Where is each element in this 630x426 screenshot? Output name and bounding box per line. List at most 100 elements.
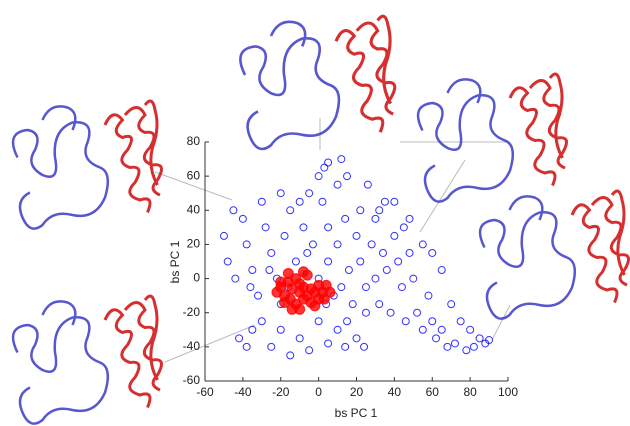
x-axis-label: bs PC 1 xyxy=(335,406,378,420)
point xyxy=(382,266,391,275)
point xyxy=(352,334,361,343)
point xyxy=(295,197,304,206)
connector xyxy=(491,304,511,341)
y-tick-label: -20 xyxy=(183,305,201,319)
point xyxy=(286,351,295,360)
point xyxy=(238,214,247,223)
point xyxy=(456,317,465,326)
x-tick-label: 60 xyxy=(426,385,440,399)
point xyxy=(248,325,257,334)
point xyxy=(363,180,372,189)
point xyxy=(405,248,414,257)
point xyxy=(223,257,232,266)
point xyxy=(397,283,406,292)
point xyxy=(386,308,395,317)
point xyxy=(267,248,276,257)
point xyxy=(352,231,361,240)
point xyxy=(299,223,308,232)
x-tick-label: -20 xyxy=(272,385,290,399)
point xyxy=(303,248,312,257)
point xyxy=(485,336,494,345)
y-tick-label: 80 xyxy=(187,134,201,148)
point xyxy=(361,283,370,292)
point xyxy=(390,231,399,240)
x-tick-label: 100 xyxy=(498,385,518,399)
point xyxy=(242,342,251,351)
point xyxy=(275,276,287,288)
point xyxy=(305,189,314,198)
point xyxy=(257,197,266,206)
point xyxy=(229,206,238,215)
point xyxy=(286,206,295,215)
structure xyxy=(478,189,630,321)
point xyxy=(375,300,384,309)
point xyxy=(271,286,283,298)
point xyxy=(324,223,333,232)
point xyxy=(341,214,350,223)
y-tick-label: -40 xyxy=(183,339,201,353)
point xyxy=(418,240,427,249)
point xyxy=(356,257,365,266)
point xyxy=(371,214,380,223)
point xyxy=(308,240,317,249)
connector xyxy=(154,171,233,201)
point xyxy=(261,223,270,232)
point xyxy=(447,300,456,309)
point xyxy=(375,206,384,215)
point xyxy=(297,266,309,278)
point xyxy=(443,342,452,351)
x-tick-label: 20 xyxy=(350,385,364,399)
y-tick-label: 60 xyxy=(187,168,201,182)
point xyxy=(337,155,346,164)
y-axis-label: bs PC 1 xyxy=(168,240,182,283)
point xyxy=(337,283,346,292)
point xyxy=(379,248,388,257)
connector xyxy=(419,159,466,233)
point xyxy=(380,197,389,206)
x-tick-label: -40 xyxy=(234,385,252,399)
point xyxy=(341,342,350,351)
x-tick-label: 80 xyxy=(463,385,477,399)
point xyxy=(367,240,376,249)
point xyxy=(371,274,380,283)
point xyxy=(295,334,304,343)
point xyxy=(235,334,244,343)
structure xyxy=(238,14,397,151)
point xyxy=(462,346,471,355)
point xyxy=(469,342,478,351)
point xyxy=(356,206,365,215)
point xyxy=(401,317,410,326)
point xyxy=(466,325,475,334)
point xyxy=(280,231,289,240)
point xyxy=(333,180,342,189)
point xyxy=(390,197,399,206)
point xyxy=(231,274,240,283)
point xyxy=(265,266,274,275)
point xyxy=(309,300,321,312)
point xyxy=(324,257,333,266)
structure xyxy=(11,294,163,426)
point xyxy=(267,342,276,351)
point xyxy=(475,334,484,343)
point xyxy=(320,163,329,172)
point xyxy=(254,291,263,300)
point xyxy=(333,240,342,249)
point xyxy=(343,172,352,181)
point xyxy=(276,189,285,198)
point xyxy=(361,308,370,317)
point xyxy=(428,248,437,257)
point xyxy=(314,317,323,326)
point xyxy=(405,214,414,223)
point xyxy=(432,334,441,343)
point xyxy=(360,342,369,351)
x-tick-label: -60 xyxy=(196,385,214,399)
point xyxy=(257,317,266,326)
y-tick-label: 40 xyxy=(187,202,201,216)
point xyxy=(348,300,357,309)
point xyxy=(413,308,422,317)
point xyxy=(305,346,314,355)
point xyxy=(314,172,323,181)
point xyxy=(282,267,294,279)
x-tick-label: 0 xyxy=(315,385,322,399)
